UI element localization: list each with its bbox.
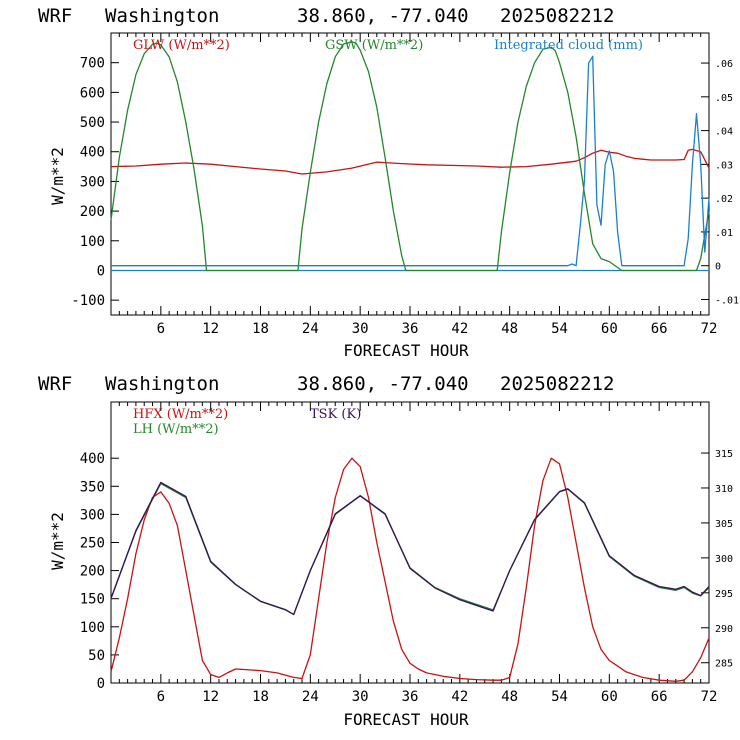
x-tick-label: 24 <box>302 689 319 705</box>
panel2-coords: 38.860, -77.040 <box>297 373 469 395</box>
x-tick-label: 54 <box>551 321 568 337</box>
panel1-model: WRF <box>38 5 72 27</box>
x-tick-label: 6 <box>157 321 165 337</box>
x-tick-label: 6 <box>157 689 165 705</box>
legend-hfx: HFX (W/m**2) <box>133 407 228 422</box>
y-tick-label: 100 <box>80 620 105 636</box>
panel1-ticks <box>111 33 709 315</box>
y-tick-label: 700 <box>80 56 105 72</box>
panel2-x-axis-label: FORECAST HOUR <box>343 710 469 729</box>
y2-tick-label: .03 <box>715 160 733 171</box>
series-line-hfx <box>110 457 710 682</box>
panel1-x-axis-label: FORECAST HOUR <box>343 341 469 360</box>
x-tick-label: 72 <box>701 689 718 705</box>
x-tick-label: 66 <box>651 689 668 705</box>
x-tick-label: 48 <box>501 689 518 705</box>
x-tick-label: 42 <box>451 321 468 337</box>
series-line-glw <box>110 148 710 175</box>
y-tick-label: 0 <box>97 676 105 692</box>
panel2-y2-tick-labels: 285 290 295 300 305 310 315 <box>715 449 733 670</box>
x-tick-label: 66 <box>651 321 668 337</box>
y-tick-label: 350 <box>80 479 105 495</box>
y2-tick-label: .02 <box>715 194 733 205</box>
y-tick-label: 300 <box>80 507 105 523</box>
legend-integrated-cloud: Integrated cloud (mm) <box>494 38 643 53</box>
y-tick-label: 200 <box>80 204 105 220</box>
x-tick-label: 60 <box>601 689 618 705</box>
panel-radiation: WRF Washington 38.860, -77.040 202508221… <box>38 5 739 360</box>
x-tick-label: 18 <box>252 689 269 705</box>
series-line-integrated <box>111 55 710 267</box>
y-tick-label: 300 <box>80 174 105 190</box>
panel1-plot-frame <box>110 32 710 316</box>
y2-tick-label: 295 <box>715 589 733 600</box>
x-tick-label: 18 <box>252 321 269 337</box>
y2-tick-label: .01 <box>715 228 733 239</box>
panel2-plot-frame <box>110 401 710 684</box>
panel1-series <box>110 41 710 272</box>
x-tick-label: 60 <box>601 321 618 337</box>
y2-tick-label: -.01 <box>715 295 739 306</box>
y-tick-label: 200 <box>80 564 105 580</box>
x-tick-label: 24 <box>302 321 319 337</box>
panel1-y-axis-label: W/m**2 <box>48 147 67 205</box>
y-tick-label: 0 <box>97 263 105 279</box>
y-tick-label: -100 <box>71 293 105 309</box>
panel1-coords: 38.860, -77.040 <box>297 5 469 27</box>
y2-tick-label: .04 <box>715 127 733 138</box>
series-line-gsw <box>110 41 710 272</box>
legend-tsk: TSK (K) <box>310 407 361 422</box>
series-line-tsk <box>110 481 710 616</box>
panel2-y-tick-labels: 0 50 100 150 200 250 300 350 400 <box>80 451 105 692</box>
y-tick-label: 250 <box>80 536 105 552</box>
x-tick-label: 30 <box>352 689 369 705</box>
y-tick-label: 100 <box>80 234 105 250</box>
panel2-init-time: 2025082212 <box>500 373 614 395</box>
y2-tick-label: 300 <box>715 554 733 565</box>
x-tick-label: 12 <box>202 689 219 705</box>
y2-tick-label: .06 <box>715 59 733 70</box>
panel2-ticks <box>111 402 709 684</box>
panel1-x-tick-labels: 6 12 18 24 30 36 42 48 54 60 66 72 <box>157 321 718 337</box>
x-tick-label: 12 <box>202 321 219 337</box>
panel1-y2-tick-labels: -.01 0 .01 .02 .03 .04 .05 .06 <box>715 59 739 306</box>
legend-glw: GLW (W/m**2) <box>133 38 230 53</box>
y-tick-label: 600 <box>80 85 105 101</box>
panel1-y-tick-labels: -100 0 100 200 300 400 500 600 700 <box>71 56 105 309</box>
y2-tick-label: 315 <box>715 449 733 460</box>
panel2-location: Washington <box>105 373 219 395</box>
y-tick-label: 50 <box>88 648 105 664</box>
y2-tick-label: 290 <box>715 624 733 635</box>
y2-tick-label: 305 <box>715 519 733 530</box>
legend-lh: LH (W/m**2) <box>133 422 219 437</box>
panel-surface-fluxes: WRF Washington 38.860, -77.040 202508221… <box>38 373 733 729</box>
legend-gsw: GSW (W/m**2) <box>325 38 423 53</box>
x-tick-label: 36 <box>402 689 419 705</box>
y2-tick-label: 285 <box>715 659 733 670</box>
panel2-model: WRF <box>38 373 72 395</box>
y-tick-label: 400 <box>80 451 105 467</box>
panel2-y-axis-label: W/m**2 <box>48 512 67 570</box>
panel2-x-tick-labels: 6 12 18 24 30 36 42 48 54 60 66 72 <box>157 689 718 705</box>
x-tick-label: 48 <box>501 321 518 337</box>
x-tick-label: 42 <box>451 689 468 705</box>
y-tick-label: 400 <box>80 145 105 161</box>
x-tick-label: 36 <box>402 321 419 337</box>
x-tick-label: 72 <box>701 321 718 337</box>
y2-tick-label: .05 <box>715 93 733 104</box>
y-tick-label: 150 <box>80 592 105 608</box>
x-tick-label: 54 <box>551 689 568 705</box>
y2-tick-label: 0 <box>715 262 721 273</box>
x-tick-label: 30 <box>352 321 369 337</box>
y2-tick-label: 310 <box>715 484 733 495</box>
panel1-init-time: 2025082212 <box>500 5 614 27</box>
panel1-location: Washington <box>105 5 219 27</box>
panel2-series <box>110 457 710 682</box>
y-tick-label: 500 <box>80 115 105 131</box>
series-line-lh <box>110 482 710 616</box>
